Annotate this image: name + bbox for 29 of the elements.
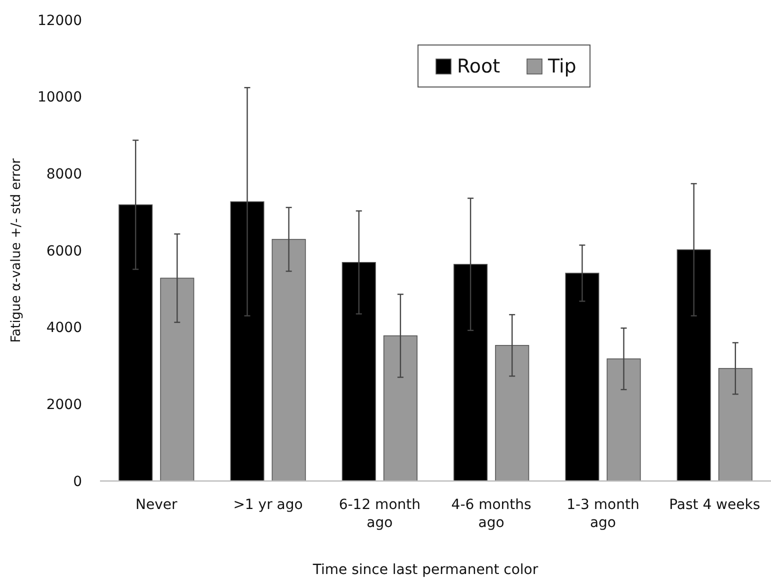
bar <box>606 358 641 482</box>
x-tick-label: >1 yr ago <box>233 497 303 513</box>
bar <box>160 278 194 482</box>
x-tick-label: Past 4 weeks <box>669 497 760 513</box>
legend-label: Root <box>457 56 500 78</box>
x-tick-label: 4-6 months ago <box>451 497 532 531</box>
bar <box>718 368 752 482</box>
bar <box>230 201 264 482</box>
y-tick-label: 2000 <box>46 397 82 414</box>
y-tick-label: 8000 <box>46 166 82 183</box>
y-tick-label: 0 <box>73 474 82 490</box>
x-axis-title: Time since last permanent color <box>312 562 538 578</box>
y-tick-label: 10000 <box>37 90 82 106</box>
y-tick-label: 12000 <box>37 12 82 29</box>
bar <box>676 249 711 482</box>
y-axis-title: Fatigue α-value +/- std error <box>9 158 24 343</box>
bar <box>383 335 418 482</box>
bar <box>342 262 376 482</box>
x-tick-label: 6-12 month ago <box>338 497 421 531</box>
bar <box>454 264 488 482</box>
bar <box>118 204 153 482</box>
bar <box>565 272 600 482</box>
bar <box>495 344 530 482</box>
y-tick-label: 6000 <box>46 243 82 260</box>
legend-label: Tip <box>547 56 576 78</box>
y-tick-label: 4000 <box>46 320 82 336</box>
x-tick-label: 1-3 month ago <box>566 497 640 531</box>
x-tick-label: Never <box>136 497 178 513</box>
bar <box>272 238 306 482</box>
